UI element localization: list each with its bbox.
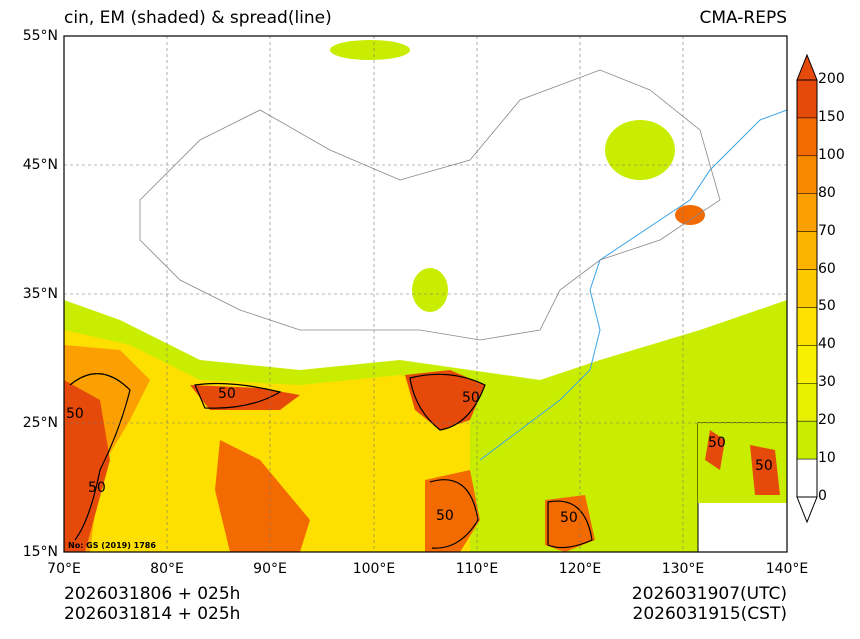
colorbar-tick-label: 40 bbox=[818, 336, 836, 353]
colorbar-tick-label: 200 bbox=[818, 71, 845, 87]
colorbar-top-arrow bbox=[796, 53, 818, 81]
lat-label-15: 15°N bbox=[22, 544, 58, 560]
lon-label-90: 90°E bbox=[253, 561, 287, 577]
high-cin-bay bbox=[215, 440, 310, 552]
init-time-cst: 2026031814 + 025h bbox=[64, 604, 241, 624]
contour-label: 50 bbox=[218, 386, 236, 402]
lon-label-70: 70°E bbox=[47, 561, 81, 577]
contour-labels: 50 50 50 50 50 50 50 50 bbox=[66, 386, 773, 526]
lat-label-25: 25°N bbox=[22, 415, 58, 431]
lat-label-55: 55°N bbox=[22, 28, 58, 44]
inset-high-cin-2 bbox=[750, 445, 780, 495]
colorbar-tick-label: 20 bbox=[818, 412, 836, 429]
high-cin-philippines bbox=[545, 495, 595, 552]
colorbar-segment bbox=[796, 155, 818, 194]
colorbar-segment bbox=[796, 345, 818, 384]
map-credit: No: GS (2019) 1786 bbox=[68, 541, 156, 550]
init-time-utc: 2026031806 + 025h bbox=[64, 584, 241, 604]
valid-time-cst: 2026031915(CST) bbox=[632, 604, 787, 624]
colorbar-segment bbox=[796, 193, 818, 232]
graticule bbox=[64, 36, 787, 552]
contour-label: 50 bbox=[66, 406, 84, 422]
lat-label-45: 45°N bbox=[22, 157, 58, 173]
colorbar-segment bbox=[796, 458, 818, 498]
colorbar-segment bbox=[796, 420, 818, 460]
colorbar-tick-label: 80 bbox=[818, 184, 836, 201]
colorbar-tick-label: 0 bbox=[818, 488, 827, 504]
spread-contour-4 bbox=[429, 479, 479, 549]
colorbar-bottom-arrow bbox=[796, 496, 818, 524]
spread-contour-5 bbox=[547, 500, 593, 549]
map-shading bbox=[64, 36, 787, 552]
contour-label: 50 bbox=[88, 480, 106, 496]
colorbar-segment bbox=[796, 269, 818, 308]
colorbar-segment bbox=[796, 383, 818, 422]
contour-label: 50 bbox=[560, 510, 578, 526]
map-title: cin, EM (shaded) & spread(line) bbox=[64, 8, 332, 28]
valid-times: 2026031907(UTC) 2026031915(CST) bbox=[632, 584, 787, 624]
lon-label-100: 100°E bbox=[352, 561, 396, 577]
spread-contour-2 bbox=[194, 382, 282, 409]
colorbar-segment bbox=[796, 79, 818, 119]
valid-time-utc: 2026031907(UTC) bbox=[631, 584, 787, 604]
colorbar-segment bbox=[796, 117, 818, 157]
contour-label: 50 bbox=[755, 458, 773, 474]
colorbar-tick-label: 150 bbox=[818, 108, 845, 125]
init-times: 2026031806 + 025h 2026031814 + 025h bbox=[64, 584, 240, 624]
model-name: CMA-REPS bbox=[699, 8, 787, 28]
colorbar-tick-label: 60 bbox=[818, 260, 836, 277]
spread-contour-3 bbox=[409, 373, 486, 431]
colorbar-segment bbox=[796, 307, 818, 346]
colorbar-tick-label: 10 bbox=[818, 450, 836, 467]
very-high-cin-west bbox=[64, 380, 110, 552]
contour-label: 50 bbox=[436, 508, 454, 524]
lat-label-35: 35°N bbox=[22, 286, 58, 302]
green-patch-ne bbox=[605, 120, 675, 180]
lon-label-120: 120°E bbox=[558, 561, 602, 577]
green-patch-north bbox=[330, 40, 410, 60]
spread-contour-1 bbox=[69, 373, 131, 541]
colorbar-tick-label: 50 bbox=[818, 298, 836, 315]
very-high-cin-band bbox=[190, 385, 300, 410]
colorbar-tick-label: 30 bbox=[818, 374, 836, 391]
contour-label: 50 bbox=[462, 390, 480, 406]
contour-label: 50 bbox=[708, 435, 726, 451]
lon-label-110: 110°E bbox=[455, 561, 499, 577]
mid-cin-area bbox=[64, 330, 470, 552]
colorbar bbox=[796, 53, 818, 524]
green-patch-central bbox=[412, 268, 448, 312]
country-border bbox=[139, 69, 721, 341]
lon-label-140: 140°E bbox=[765, 561, 809, 577]
colorbar-segment bbox=[796, 231, 818, 270]
lon-label-80: 80°E bbox=[150, 561, 184, 577]
colorbar-tick-label: 70 bbox=[818, 222, 836, 239]
colorbar-tick-label: 100 bbox=[818, 146, 845, 163]
lon-label-130: 130°E bbox=[661, 561, 705, 577]
orange-patch-korea bbox=[675, 205, 705, 225]
map-frame bbox=[63, 35, 788, 553]
inset-high-cin-1 bbox=[705, 430, 725, 470]
colorbar-frame bbox=[796, 79, 818, 498]
